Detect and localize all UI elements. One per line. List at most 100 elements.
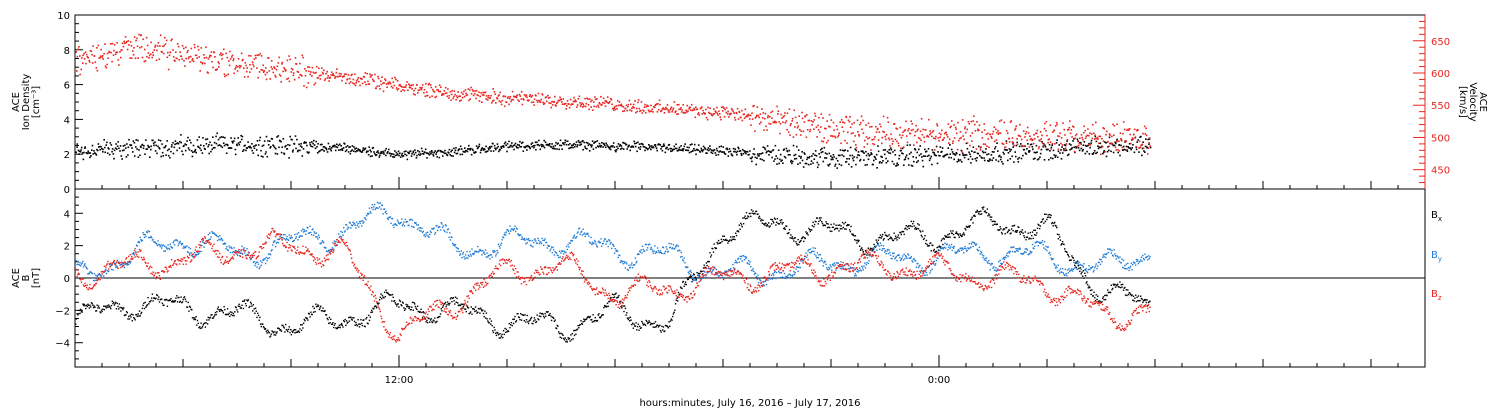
by-point <box>166 248 169 250</box>
bx-point <box>376 307 378 309</box>
velocity-point <box>1084 129 1087 132</box>
bx-point <box>232 312 235 315</box>
velocity-point <box>1012 141 1015 144</box>
density-point <box>1077 147 1080 149</box>
bx-point <box>295 331 298 334</box>
density-point <box>113 149 116 152</box>
velocity-point <box>1004 146 1007 148</box>
bx-point <box>636 329 638 331</box>
bx-point <box>965 225 968 228</box>
by-point <box>115 265 118 267</box>
bx-point <box>495 332 497 334</box>
by-point <box>242 253 244 255</box>
bx-point <box>798 241 801 243</box>
density-point <box>266 155 269 158</box>
density-point <box>832 158 834 161</box>
velocity-point <box>171 38 173 41</box>
bx-point <box>834 227 837 230</box>
density-point <box>1002 163 1004 165</box>
density-point <box>271 138 274 140</box>
bx-point <box>565 339 568 341</box>
velocity-point <box>1133 133 1135 136</box>
bx-point <box>381 297 383 300</box>
velocity-point <box>973 115 975 117</box>
bx-point <box>167 299 169 302</box>
bx-point <box>796 243 798 245</box>
velocity-point <box>385 83 388 85</box>
velocity-point <box>830 135 832 137</box>
density-point <box>908 153 911 155</box>
bx-point <box>97 307 99 309</box>
velocity-point <box>657 103 659 105</box>
density-point <box>114 147 117 149</box>
velocity-point <box>1092 123 1094 126</box>
density-point <box>1070 148 1073 150</box>
density-point <box>178 147 181 149</box>
bx-point <box>1002 229 1004 231</box>
density-point <box>480 148 483 150</box>
density-point <box>422 153 425 155</box>
by-point <box>172 242 174 244</box>
density-point <box>965 154 968 156</box>
density-point <box>726 147 728 150</box>
velocity-point <box>1008 141 1011 143</box>
bx-point <box>437 316 439 319</box>
density-point <box>892 151 894 153</box>
bx-point <box>902 231 904 233</box>
bx-point <box>304 320 306 322</box>
velocity-point <box>252 63 254 66</box>
by-point <box>80 265 82 267</box>
bx-point <box>416 308 418 311</box>
density-point <box>220 136 223 138</box>
bx-point <box>759 217 761 220</box>
bx-point <box>226 313 228 315</box>
by-point <box>211 232 214 234</box>
density-point <box>461 148 463 150</box>
bx-point <box>744 215 746 217</box>
bx-point <box>415 307 417 309</box>
velocity-point <box>229 58 232 60</box>
bx-point <box>324 310 326 312</box>
density-point <box>821 151 824 153</box>
velocity-point <box>317 76 319 79</box>
bx-point <box>397 303 399 305</box>
density-point <box>121 149 124 152</box>
bx-point <box>909 225 912 227</box>
density-point <box>146 148 149 150</box>
bx-point <box>625 314 627 316</box>
velocity-point <box>294 57 297 59</box>
bx-point <box>523 320 525 322</box>
density-point <box>369 149 371 151</box>
bx-point <box>1010 232 1012 234</box>
bx-point <box>461 307 463 309</box>
by-point <box>143 233 145 236</box>
density-point <box>99 145 101 148</box>
bx-point <box>493 326 495 329</box>
density-point <box>265 151 267 153</box>
density-point <box>542 145 545 147</box>
bx-point <box>278 328 280 330</box>
density-point <box>339 149 342 151</box>
density-point <box>1011 155 1013 158</box>
density-point <box>166 149 169 152</box>
by-point <box>236 253 238 255</box>
density-point <box>1048 158 1050 161</box>
velocity-point <box>1148 137 1151 139</box>
bx-point <box>1033 234 1036 236</box>
velocity-point <box>995 131 998 134</box>
velocity-point <box>223 48 225 51</box>
velocity-point <box>1006 132 1009 134</box>
velocity-point <box>485 95 488 97</box>
velocity-point <box>756 106 759 108</box>
velocity-point <box>858 133 860 136</box>
density-point <box>976 157 978 159</box>
density-point <box>999 158 1002 161</box>
bx-point <box>914 226 917 229</box>
velocity-point <box>407 89 409 92</box>
velocity-point <box>875 131 878 133</box>
density-point <box>903 164 905 166</box>
velocity-point <box>1060 142 1062 145</box>
bx-point <box>204 326 207 328</box>
velocity-point <box>156 45 159 47</box>
velocity-point <box>884 135 886 138</box>
